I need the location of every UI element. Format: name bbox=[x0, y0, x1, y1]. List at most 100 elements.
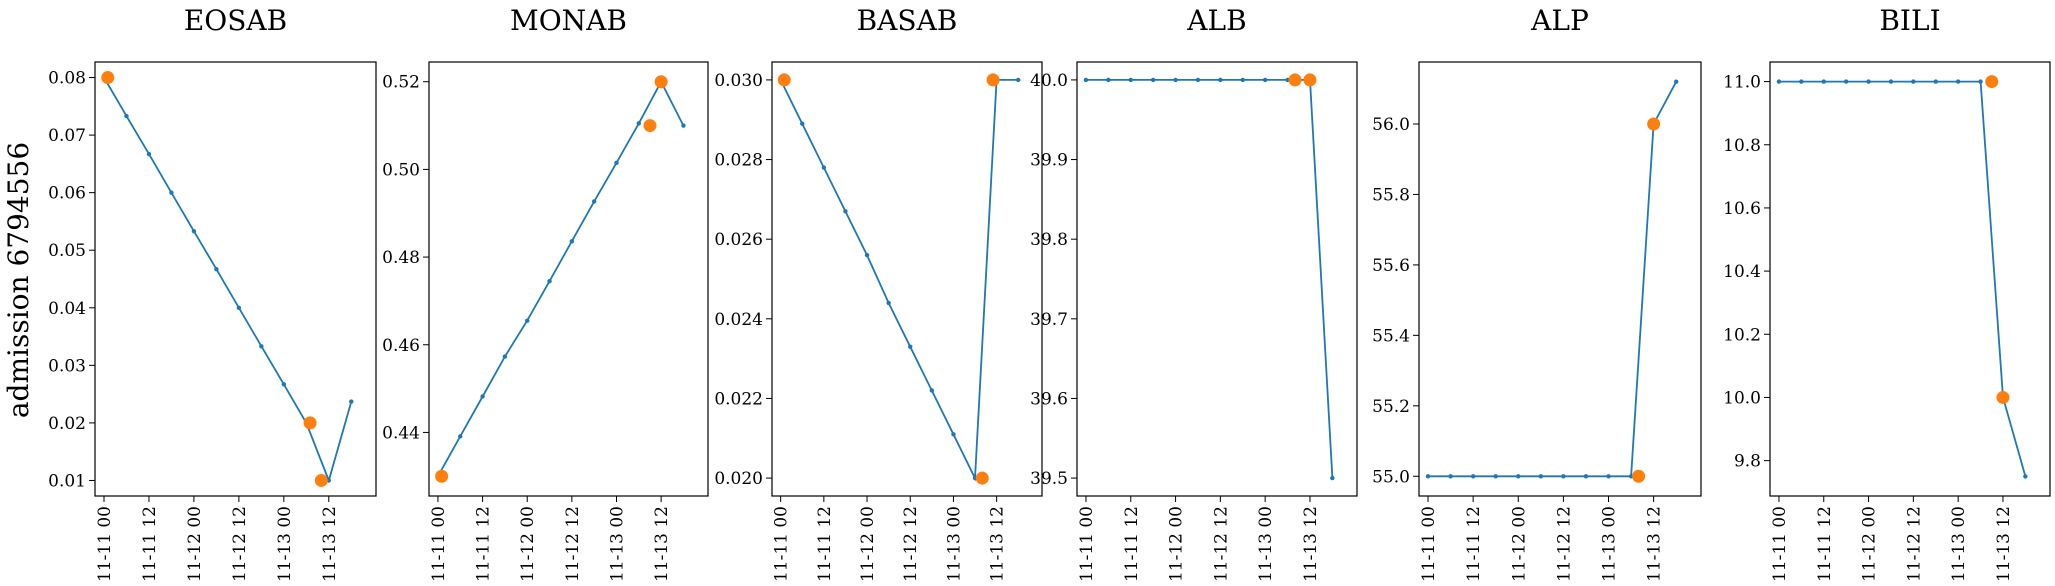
highlight-point bbox=[975, 471, 989, 485]
x-tick-label: 11-12 00 bbox=[1860, 506, 1880, 582]
panel-frame bbox=[428, 61, 709, 497]
y-tick-label: 11.0 bbox=[1723, 73, 1761, 93]
series-point bbox=[636, 121, 642, 126]
y-tick-label: 55.0 bbox=[1372, 467, 1410, 487]
x-tick-label: 11-13 00 bbox=[1949, 506, 1969, 582]
highlight-point bbox=[101, 71, 115, 85]
x-tick-label: 11-11 00 bbox=[772, 506, 792, 582]
series-point bbox=[1016, 77, 1021, 83]
series-point bbox=[124, 113, 129, 119]
x-tick-label: 11-11 00 bbox=[1077, 506, 1097, 582]
series-point bbox=[1888, 79, 1894, 84]
y-tick-label: 55.8 bbox=[1372, 185, 1410, 205]
series-point bbox=[1173, 77, 1178, 83]
y-tick-label: 0.024 bbox=[714, 310, 763, 330]
x-tick-label: 11-13 00 bbox=[944, 506, 964, 582]
highlight-point bbox=[777, 73, 791, 87]
y-tick-label: 56.0 bbox=[1372, 115, 1410, 135]
y-tick-label: 39.9 bbox=[1030, 151, 1068, 171]
series-line bbox=[1428, 81, 1677, 478]
series-point bbox=[1262, 77, 1268, 83]
y-tick-label: 0.03 bbox=[48, 356, 86, 376]
series-point bbox=[191, 229, 197, 234]
series-point bbox=[1425, 474, 1431, 479]
y-tick-label: 0.08 bbox=[48, 69, 86, 89]
panel-frame bbox=[1076, 61, 1358, 497]
series-point bbox=[1606, 474, 1611, 479]
panel-alb: ALB 39.5 39.6 39.7 39.8 39.9 40.0 11-11 00 11-11… bbox=[1030, 4, 1358, 582]
series-point bbox=[821, 165, 827, 170]
series-point bbox=[1538, 474, 1544, 479]
x-tick-label: 11-11 12 bbox=[1815, 506, 1835, 582]
panel-frame bbox=[94, 61, 377, 497]
y-tick-label: 0.020 bbox=[714, 469, 763, 489]
panel-frame bbox=[1418, 61, 1702, 497]
panel-eosab: EOSAB 0.01 0.02 0.03 0.04 0.05 0.06 0.07 0.08 11-… bbox=[48, 4, 377, 582]
y-tick-label: 0.01 bbox=[48, 471, 86, 491]
y-tick-label: 0.50 bbox=[382, 160, 420, 180]
series-point bbox=[1673, 79, 1679, 84]
x-tick-label: 11-12 00 bbox=[185, 506, 205, 582]
x-tick-label: 11-11 00 bbox=[1770, 506, 1790, 582]
series-point bbox=[1955, 79, 1961, 84]
y-tick-label: 55.6 bbox=[1372, 256, 1410, 276]
highlight-point bbox=[1996, 390, 2010, 404]
series-point bbox=[681, 123, 686, 128]
y-tick-label: 0.026 bbox=[714, 230, 763, 250]
y-tick-label: 0.028 bbox=[714, 151, 763, 171]
x-tick-label: 11-13 00 bbox=[607, 506, 627, 582]
series-point bbox=[1470, 474, 1476, 479]
y-tick-label: 55.2 bbox=[1372, 397, 1410, 417]
series-point bbox=[614, 160, 619, 166]
series-point bbox=[349, 399, 354, 404]
x-tick-label: 11-12 12 bbox=[230, 506, 250, 582]
highlight-point bbox=[1288, 73, 1302, 87]
x-tick-label: 11-11 12 bbox=[140, 506, 160, 582]
x-tick-label: 11-12 12 bbox=[1904, 506, 1924, 582]
series-point bbox=[1150, 77, 1156, 83]
series-point bbox=[1628, 474, 1634, 479]
panel-title: ALP bbox=[1530, 4, 1589, 37]
series-line bbox=[1086, 79, 1334, 479]
x-tick-label: 11-12 00 bbox=[1167, 506, 1187, 582]
y-tick-label: 55.4 bbox=[1372, 326, 1410, 346]
panel-bili: BILI 9.8 10.0 10.2 10.4 10.6 10.8 11.0 11-11 00 1… bbox=[1723, 4, 2051, 582]
series-point bbox=[525, 318, 530, 323]
x-tick-label: 11-13 12 bbox=[320, 506, 340, 582]
series-point bbox=[547, 278, 552, 284]
series-point bbox=[929, 388, 935, 393]
series-point bbox=[236, 305, 242, 310]
y-tick-label: 39.5 bbox=[1030, 469, 1068, 489]
highlight-point bbox=[435, 469, 449, 483]
series-point bbox=[1843, 79, 1849, 84]
highlight-point bbox=[1632, 469, 1646, 483]
y-tick-label: 9.8 bbox=[1734, 452, 1761, 472]
series-point bbox=[1448, 474, 1453, 479]
series-point bbox=[1933, 79, 1938, 84]
y-tick-label: 0.04 bbox=[48, 299, 86, 319]
series-point bbox=[1083, 77, 1089, 83]
series-line bbox=[779, 79, 1019, 482]
series-point bbox=[1106, 77, 1111, 83]
highlight-point bbox=[1303, 73, 1317, 87]
series-point bbox=[843, 209, 848, 214]
y-tick-label: 10.6 bbox=[1723, 199, 1761, 219]
highlight-point bbox=[303, 416, 317, 430]
y-tick-label: 0.48 bbox=[382, 248, 420, 268]
highlight-point bbox=[1647, 117, 1661, 131]
x-tick-label: 11-11 00 bbox=[1419, 506, 1439, 582]
panel-title: ALB bbox=[1186, 4, 1246, 37]
series-point bbox=[864, 252, 870, 258]
y-tick-label: 0.06 bbox=[48, 184, 86, 204]
y-tick-label: 0.07 bbox=[48, 126, 86, 146]
series-point bbox=[1561, 474, 1566, 479]
x-tick-label: 11-11 12 bbox=[1122, 506, 1142, 582]
series-point bbox=[1218, 77, 1223, 83]
series-point bbox=[146, 151, 152, 157]
panel-alp: ALP 55.0 55.2 55.4 55.6 55.8 56.0 11-11 00 11-11… bbox=[1372, 4, 1702, 582]
y-tick-label: 39.8 bbox=[1030, 230, 1068, 250]
y-tick-label: 0.030 bbox=[714, 71, 763, 91]
series-point bbox=[1866, 79, 1871, 84]
x-tick-label: 11-12 00 bbox=[518, 506, 538, 582]
